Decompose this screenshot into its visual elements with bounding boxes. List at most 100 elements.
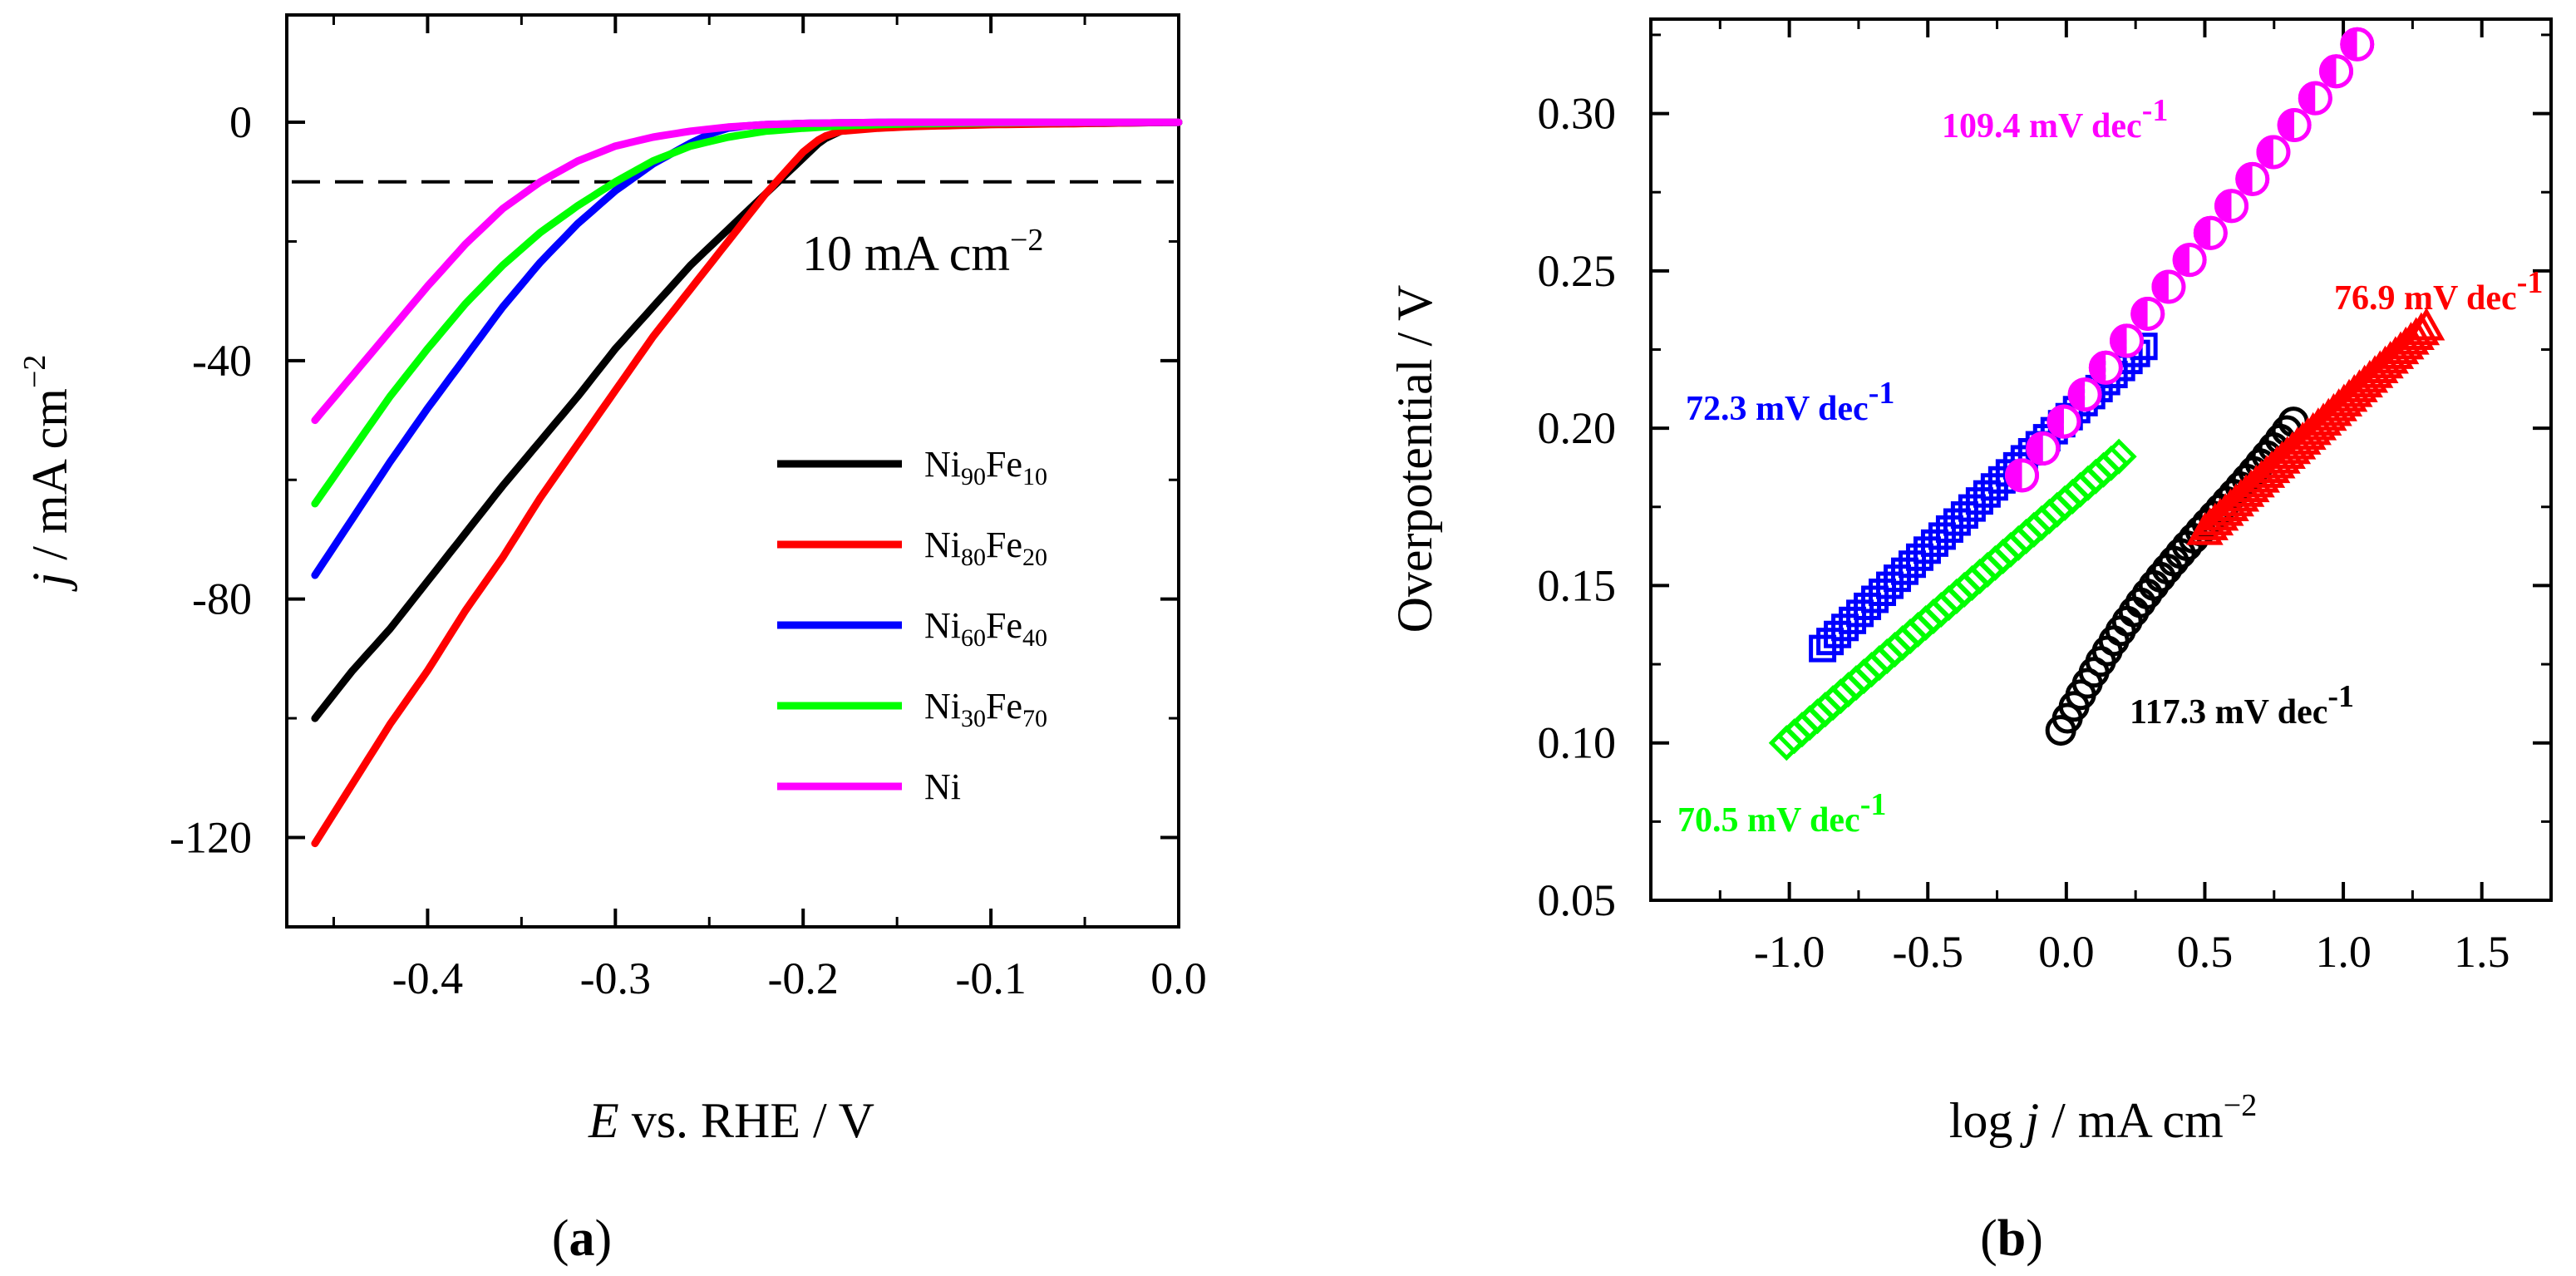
tafel-marker-ni60fe40 (1839, 606, 1867, 634)
panel-a-reference-label-text: 10 mA cm (802, 226, 1010, 281)
panel-a-legend: Ni90Fe10 Ni80Fe20 Ni60Fe40 Ni30Fe70 Ni (777, 444, 1047, 807)
panel-a-ticks: -0.4 -0.3 -0.2 -0.1 0.0 0 -40 -80 -120 (170, 15, 1207, 1003)
tafel-marker-ni60fe40 (1898, 550, 1926, 579)
tafel-marker-ni60fe40 (1876, 571, 1904, 599)
panel-a-xtick-label: -0.2 (767, 953, 838, 1003)
panel-b-ytick-label: 0.20 (1538, 403, 1617, 453)
tafel-marker-ni (2088, 350, 2123, 385)
panel-a-reference-label-exp: −2 (1010, 223, 1043, 258)
tafel-marker-ni (2235, 161, 2270, 196)
tafel-marker-ni (2193, 215, 2228, 250)
tafel-marker-ni60fe40 (1965, 487, 1993, 515)
tafel-marker-ni (2151, 269, 2186, 304)
panel-b-label: (b) (1980, 1210, 2043, 1267)
panel-b-ytick-label: 0.30 (1538, 89, 1617, 139)
tafel-marker-ni30fe70 (2101, 438, 2137, 475)
tafel-marker-ni60fe40 (1920, 529, 1948, 557)
tafel-marker-ni30fe70 (2093, 445, 2130, 481)
panel-a-reference-label: 10 mA cm−2 (802, 223, 1043, 281)
panel-b-letter: b (1997, 1210, 2026, 1267)
slope-label-ni60fe40: 72.3 mV dec-1 (1686, 376, 1894, 428)
panel-b-ytick-label: 0.05 (1538, 875, 1617, 925)
tafel-marker-ni (2026, 431, 2061, 466)
panel-b-tafel-chart: -1.0 -0.5 0.0 0.5 1.0 1.5 0.30 0.25 0.20 0.15 0.10… (1387, 17, 2553, 1267)
panel-a-curve-ni60fe40 (311, 118, 1183, 579)
panel-a-ytick-label: 0 (229, 97, 252, 147)
tafel-marker-ni (2214, 189, 2249, 224)
tafel-marker-ni60fe40 (1943, 508, 1971, 536)
panel-b-xlabel-rest: / mA cm (2039, 1093, 2224, 1148)
panel-b-xlabel-exp: −2 (2224, 1088, 2257, 1123)
tafel-marker-ni (2277, 108, 2312, 143)
panel-b-xtick-label: 1.5 (2454, 927, 2510, 977)
legend-label-ni60fe40: Ni60Fe40 (924, 605, 1047, 652)
slope-label-ni80fe20: 76.9 mV dec-1 (2334, 265, 2543, 318)
panel-b-ytick-label: 0.10 (1538, 718, 1617, 768)
tafel-marker-ni (2298, 81, 2332, 116)
panel-b-series (1768, 27, 2445, 761)
panel-b-xlabel-pre: log (1949, 1093, 2026, 1148)
panel-b-ytick-label: 0.25 (1538, 246, 1617, 296)
legend-label-ni30fe70: Ni30Fe70 (924, 686, 1047, 732)
panel-a-ylabel-exp: −2 (17, 355, 52, 388)
tafel-marker-ni60fe40 (1973, 480, 2001, 508)
tafel-marker-ni60fe40 (1831, 613, 1859, 642)
panel-b-xtick-label: 0.5 (2177, 927, 2234, 977)
tafel-marker-ni60fe40 (1883, 564, 1911, 593)
panel-b-xtick-label: 0.0 (2038, 927, 2095, 977)
legend-label-ni90fe10: Ni90Fe10 (924, 444, 1047, 490)
tafel-marker-ni (2256, 135, 2291, 170)
panel-a-series (311, 118, 1183, 848)
panel-a-xtick-label: -0.1 (955, 953, 1026, 1003)
panel-a-xlabel: E vs. RHE / V (588, 1093, 874, 1148)
panel-a-plot-frame (285, 13, 1180, 929)
tafel-marker-ni (2319, 54, 2354, 89)
tafel-marker-ni60fe40 (1824, 620, 1852, 648)
tafel-marker-ni60fe40 (1869, 579, 1897, 607)
tafel-marker-ni (2110, 323, 2145, 358)
panel-a-ylabel-rest: / mA cm (22, 388, 77, 573)
panel-b-ylabel: Overpotential / V (1387, 285, 1442, 633)
tafel-marker-ni60fe40 (1890, 557, 1918, 585)
tafel-marker-ni60fe40 (1958, 494, 1986, 522)
panel-b-xlabel: log j / mA cm−2 (1949, 1088, 2257, 1148)
panel-b-ticks: -1.0 -0.5 0.0 0.5 1.0 1.5 0.30 0.25 0.20 0.15 0.10… (1538, 19, 2551, 977)
panel-a-ytick-label: -120 (170, 812, 252, 862)
tafel-marker-ni60fe40 (1854, 592, 1882, 620)
tafel-marker-ni80fe20 (2402, 312, 2441, 346)
panel-a-curve-ni80fe20 (311, 118, 1183, 848)
panel-b-plot-frame (1649, 17, 2553, 902)
tafel-marker-ni60fe40 (1809, 634, 1837, 663)
panel-a-letter: a (569, 1210, 595, 1267)
panel-a-label: (a) (552, 1210, 612, 1267)
panel-a-ylabel-italic: j (22, 573, 77, 593)
tafel-marker-ni60fe40 (1816, 628, 1845, 656)
tafel-marker-ni60fe40 (1846, 599, 1874, 628)
tafel-marker-ni60fe40 (1935, 515, 1963, 543)
panel-a-ylabel: j / mA cm−2 (17, 355, 77, 593)
tafel-marker-ni (2047, 404, 2081, 439)
panel-b-slope-annotations: 72.3 mV dec-1 70.5 mV dec-1 117.3 mV dec-1… (1677, 93, 2543, 840)
panel-a-xlabel-italic: E (588, 1093, 619, 1148)
tafel-marker-ni80fe20 (2407, 307, 2445, 341)
slope-label-ni90fe10: 117.3 mV dec-1 (2130, 679, 2354, 732)
panel-a-curve-ni30fe70 (311, 118, 1183, 508)
tafel-marker-ni (2172, 243, 2207, 278)
panel-b-xtick-label: -1.0 (1754, 927, 1825, 977)
tafel-marker-ni (2340, 27, 2375, 62)
slope-label-ni: 109.4 mV dec-1 (1942, 93, 2168, 145)
panel-a-xtick-label: 0.0 (1150, 953, 1207, 1003)
tafel-marker-ni (2067, 377, 2102, 412)
tafel-marker-ni (2005, 458, 2040, 493)
legend-label-ni80fe20: Ni80Fe20 (924, 525, 1047, 571)
tafel-marker-ni (2130, 296, 2165, 331)
panel-b-xtick-label: -0.5 (1892, 927, 1963, 977)
tafel-marker-ni60fe40 (1980, 473, 2008, 501)
panel-a-lsv-chart: -0.4 -0.3 -0.2 -0.1 0.00-40-80-120 10 mA cm−… (17, 13, 1207, 1267)
slope-label-ni30fe70: 70.5 mV dec-1 (1677, 787, 1886, 840)
panel-b-xtick-label: 1.0 (2315, 927, 2372, 977)
panel-a-xtick-label: -0.4 (392, 953, 463, 1003)
panel-a-ytick-label: -40 (192, 336, 252, 386)
tafel-marker-ni60fe40 (1950, 501, 1978, 530)
